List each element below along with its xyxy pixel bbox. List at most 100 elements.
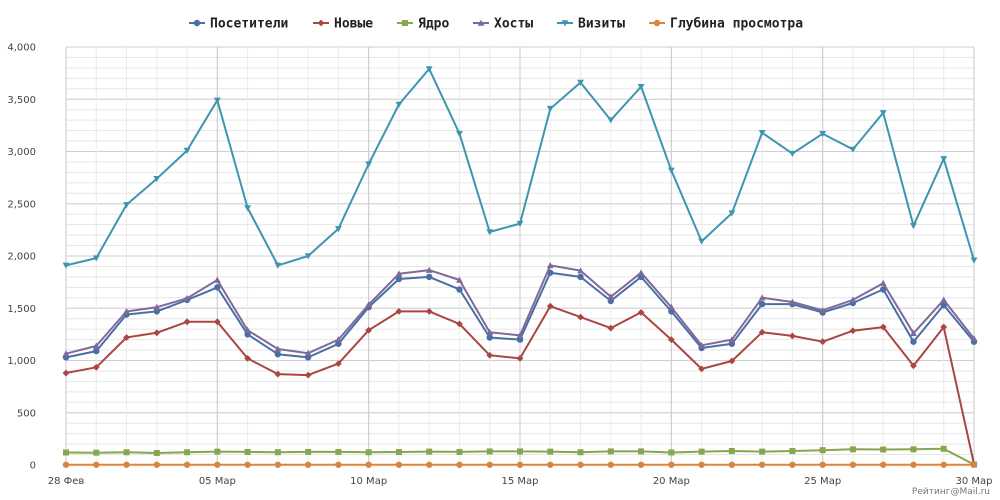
data-point xyxy=(153,449,160,456)
data-point xyxy=(274,351,282,358)
data-point xyxy=(183,147,191,154)
data-point xyxy=(123,202,130,209)
data-point xyxy=(637,83,645,91)
data-point xyxy=(638,448,645,455)
data-point xyxy=(819,306,827,314)
legend-item-Ядро: Ядро xyxy=(397,17,449,32)
y-tick-label: 500 xyxy=(17,408,36,419)
data-point xyxy=(335,360,342,368)
data-point xyxy=(940,156,948,163)
data-point xyxy=(758,461,766,468)
data-point xyxy=(849,461,857,468)
data-point xyxy=(183,461,191,468)
data-point xyxy=(667,167,675,174)
x-tick-label: 10 Мар xyxy=(350,476,387,487)
data-point xyxy=(607,324,615,332)
data-point xyxy=(758,328,766,336)
data-point xyxy=(849,146,857,153)
series-layer xyxy=(62,66,978,468)
data-point xyxy=(849,327,857,335)
data-point xyxy=(728,461,736,468)
data-point xyxy=(880,461,887,468)
data-point xyxy=(486,461,493,468)
grid xyxy=(65,46,975,466)
data-point xyxy=(183,294,191,302)
axes: 0 500 1,000 1,500 2,000 2,500 3,000 3,500 4,000 2… xyxy=(7,43,992,488)
series-Новые xyxy=(62,302,978,468)
data-point xyxy=(123,449,130,456)
legend-item-Глубина просмотра: Глубина просмотра xyxy=(649,17,803,32)
legend-label: Визиты xyxy=(578,17,625,32)
y-tick-label: 1,500 xyxy=(7,304,36,315)
data-point xyxy=(940,296,948,303)
data-point xyxy=(516,220,524,228)
data-point xyxy=(667,336,675,343)
data-point xyxy=(425,307,433,315)
data-point xyxy=(456,131,463,138)
data-point xyxy=(304,253,312,260)
data-point xyxy=(516,332,524,339)
data-point xyxy=(517,448,523,455)
data-point xyxy=(546,262,554,269)
data-point xyxy=(910,222,917,230)
data-point xyxy=(789,332,796,340)
data-point xyxy=(880,286,887,293)
data-point xyxy=(244,205,251,212)
data-point xyxy=(486,229,494,236)
data-point xyxy=(758,129,766,137)
data-point xyxy=(456,276,463,283)
data-point xyxy=(456,286,463,293)
legend-item-Посетители: Посетители xyxy=(189,17,288,32)
data-point xyxy=(577,449,584,456)
data-point xyxy=(789,447,796,454)
data-point xyxy=(970,461,978,468)
data-point xyxy=(819,447,826,454)
data-point xyxy=(62,262,70,269)
data-point xyxy=(653,19,661,27)
data-point xyxy=(213,276,221,283)
data-point xyxy=(637,309,645,316)
data-point xyxy=(698,238,705,245)
legend-label: Хосты xyxy=(494,17,533,32)
data-point xyxy=(274,262,282,269)
legend-item-Новые: Новые xyxy=(313,17,373,32)
data-point xyxy=(547,448,554,455)
data-point xyxy=(456,448,463,455)
data-point xyxy=(62,369,70,377)
y-tick-label: 2,500 xyxy=(7,199,36,210)
data-point xyxy=(244,326,251,333)
data-point xyxy=(184,449,191,456)
data-point xyxy=(668,449,675,456)
data-point xyxy=(365,449,372,456)
data-point xyxy=(668,461,675,468)
data-point xyxy=(274,449,281,456)
data-point xyxy=(274,370,282,378)
data-point xyxy=(335,336,342,343)
y-tick-label: 3,500 xyxy=(7,95,36,106)
data-point xyxy=(62,350,70,357)
data-point xyxy=(365,461,372,468)
data-point xyxy=(244,461,251,468)
data-point xyxy=(970,257,978,264)
data-point xyxy=(546,105,554,113)
data-point xyxy=(910,461,917,468)
data-point xyxy=(365,326,373,334)
data-point xyxy=(577,461,584,468)
data-point xyxy=(304,349,312,356)
x-tick-label: 20 Мар xyxy=(653,476,690,487)
data-point xyxy=(305,448,312,455)
data-point xyxy=(607,448,614,455)
data-point xyxy=(304,461,312,468)
data-point xyxy=(607,461,614,468)
series-Визиты xyxy=(62,66,978,269)
data-point xyxy=(402,20,408,26)
data-point xyxy=(561,20,569,27)
data-point xyxy=(486,351,494,359)
x-tick-label: 15 Мар xyxy=(501,476,538,487)
data-point xyxy=(304,371,312,379)
data-point xyxy=(317,19,325,27)
data-point xyxy=(425,66,433,73)
legend-label: Посетители xyxy=(210,17,288,32)
legend-item-Хосты: Хосты xyxy=(473,17,533,32)
